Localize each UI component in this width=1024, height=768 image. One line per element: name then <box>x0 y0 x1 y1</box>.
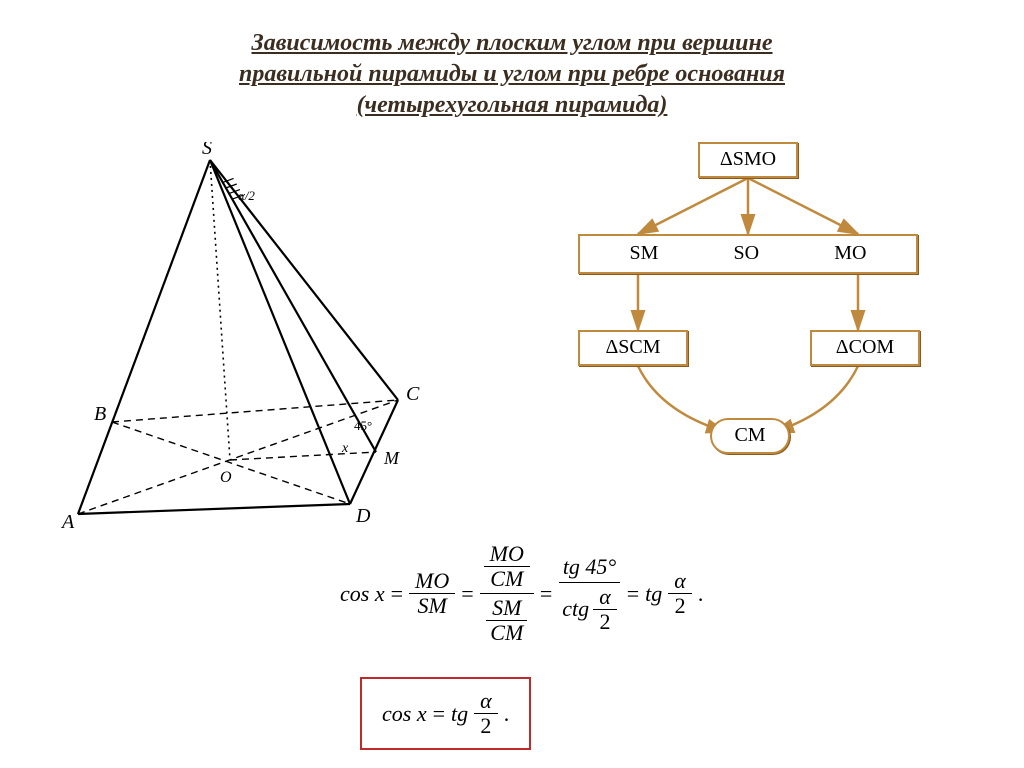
box-tail: . <box>504 701 510 727</box>
rhs-alpha2: α 2 <box>668 569 692 618</box>
svg-text:C: C <box>406 383 420 405</box>
ra: α <box>668 569 692 594</box>
formula-area: cos x = MO SM = MO CM SM CM = tg 45° <box>340 540 960 750</box>
f3a: α <box>593 585 617 610</box>
f2dn: SM <box>486 596 527 621</box>
svg-text:α/2: α/2 <box>238 188 255 203</box>
title-line1: Зависимость между плоским углом при верш… <box>251 30 772 56</box>
frac-mo-sm: MO SM <box>409 569 455 618</box>
pyramid-svg: S A B C D O M 45° x α/2 <box>50 142 470 532</box>
flowchart-node-part: SO <box>734 242 760 265</box>
flowchart-node-cm: CM <box>710 418 790 454</box>
flowchart-node-com: ΔCOM <box>810 330 920 366</box>
flowchart-node-sm_so_mo: SM SO MO <box>578 234 918 274</box>
page-title: Зависимость между плоским углом при верш… <box>0 0 1024 132</box>
title-line3: (четырехугольная пирамида) <box>357 92 668 118</box>
svg-text:x: x <box>341 441 349 456</box>
f1-den: SM <box>411 594 452 618</box>
f3-alpha2: α 2 <box>593 585 617 634</box>
svg-text:B: B <box>94 403 106 425</box>
content-area: S A B C D O M 45° x α/2 ΔSMO SM SO MO ΔSCM ΔCOM CM <box>0 132 1024 542</box>
f2nd: CM <box>484 567 529 591</box>
f2dd: CM <box>484 621 529 645</box>
box-den: 2 <box>474 714 497 738</box>
f3-ctg: ctg <box>562 596 589 622</box>
eq1: = <box>391 581 403 607</box>
f1-num: MO <box>409 569 455 594</box>
flowchart-area: ΔSMO SM SO MO ΔSCM ΔCOM CM <box>480 142 984 542</box>
main-formula: cos x = MO SM = MO CM SM CM = tg 45° <box>340 540 960 647</box>
pyramid-diagram: S A B C D O M 45° x α/2 <box>40 142 480 542</box>
eq3: = <box>540 581 552 607</box>
svg-text:M: M <box>383 448 400 468</box>
nested-frac: MO CM SM CM <box>480 540 534 647</box>
flowchart-node-part: SM <box>630 242 659 265</box>
title-line2: правильной пирамиды и углом при ребре ос… <box>239 61 785 87</box>
f2nn: MO <box>484 542 530 567</box>
box-frac: α 2 <box>474 689 498 738</box>
flowchart-node-scm: ΔSCM <box>578 330 688 366</box>
rb: 2 <box>669 594 692 618</box>
box-eq: = <box>433 701 445 727</box>
f2-top-frac: MO CM <box>484 542 530 591</box>
box-tg: tg <box>451 701 468 727</box>
lhs-cosx: cos x <box>340 581 385 607</box>
svg-text:O: O <box>220 469 232 486</box>
f2-bot-frac: SM CM <box>484 596 529 645</box>
frac-tg45-ctg: tg 45° ctg α 2 <box>558 552 620 636</box>
eq2: = <box>461 581 473 607</box>
flowchart-node-smo: ΔSMO <box>698 142 798 178</box>
tail: . <box>698 581 704 607</box>
svg-text:A: A <box>60 511 75 532</box>
svg-text:S: S <box>202 142 212 159</box>
eq4: = <box>627 581 639 607</box>
svg-text:45°: 45° <box>354 418 372 433</box>
box-lhs: cos x <box>382 701 427 727</box>
box-num: α <box>474 689 498 714</box>
flowchart-node-part: MO <box>834 242 866 265</box>
svg-text:D: D <box>355 505 371 527</box>
f3-num: tg 45° <box>559 552 620 583</box>
flowchart: ΔSMO SM SO MO ΔSCM ΔCOM CM <box>510 142 970 472</box>
f3b: 2 <box>593 610 616 634</box>
boxed-formula: cos x = tg α 2 . <box>360 677 531 750</box>
rhs-tg: tg <box>645 581 662 607</box>
